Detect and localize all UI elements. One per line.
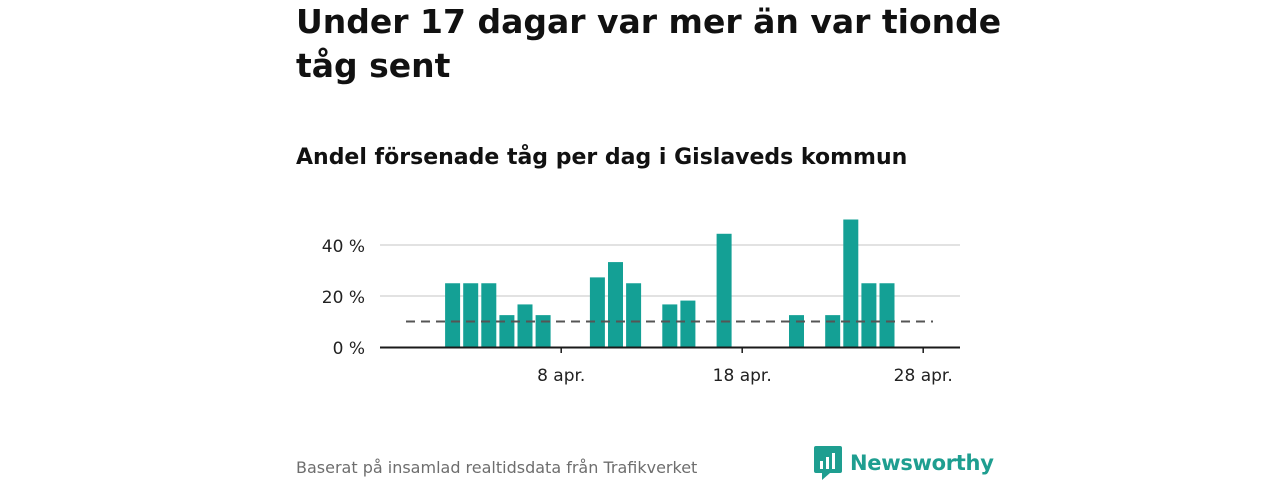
y-tick-label: 20 % xyxy=(322,288,365,308)
y-tick-label: 40 % xyxy=(322,237,365,257)
bar xyxy=(789,315,804,347)
bar xyxy=(517,304,533,347)
bar xyxy=(716,233,732,347)
brand-name: Newsworthy xyxy=(850,451,994,475)
y-axis-tick-labels: 0 % 20 % 40 % xyxy=(322,237,365,359)
source-note: Baserat på insamlad realtidsdata från Tr… xyxy=(296,458,698,477)
bar xyxy=(626,283,642,347)
bar xyxy=(445,283,461,347)
x-tick-label: 28 apr. xyxy=(894,366,953,386)
newsworthy-logo-icon xyxy=(814,446,842,480)
x-tick-label: 8 apr. xyxy=(537,366,585,386)
y-tick-label: 0 % xyxy=(333,339,365,359)
x-axis-tick-labels: 8 apr. 18 apr. 28 apr. xyxy=(537,347,953,386)
chart-subtitle: Andel försenade tåg per dag i Gislaveds … xyxy=(296,145,908,170)
x-tick-label: 18 apr. xyxy=(713,366,772,386)
bar xyxy=(589,277,605,347)
bars xyxy=(445,219,895,347)
bar xyxy=(843,219,859,347)
bar xyxy=(680,300,696,347)
chart-title: Under 17 dagar var mer än var tionde tåg… xyxy=(296,2,1002,85)
bar xyxy=(662,304,678,347)
bar xyxy=(481,283,497,347)
bar xyxy=(861,283,877,347)
bar xyxy=(535,315,551,347)
bar xyxy=(608,262,623,347)
bar xyxy=(499,315,515,347)
newsworthy-logo: Newsworthy xyxy=(814,446,994,480)
bar xyxy=(825,315,841,347)
bar xyxy=(879,283,895,347)
bar-chart: 0 % 20 % 40 % 8 apr. 18 apr. 28 apr. xyxy=(322,219,960,386)
bar xyxy=(463,283,479,347)
